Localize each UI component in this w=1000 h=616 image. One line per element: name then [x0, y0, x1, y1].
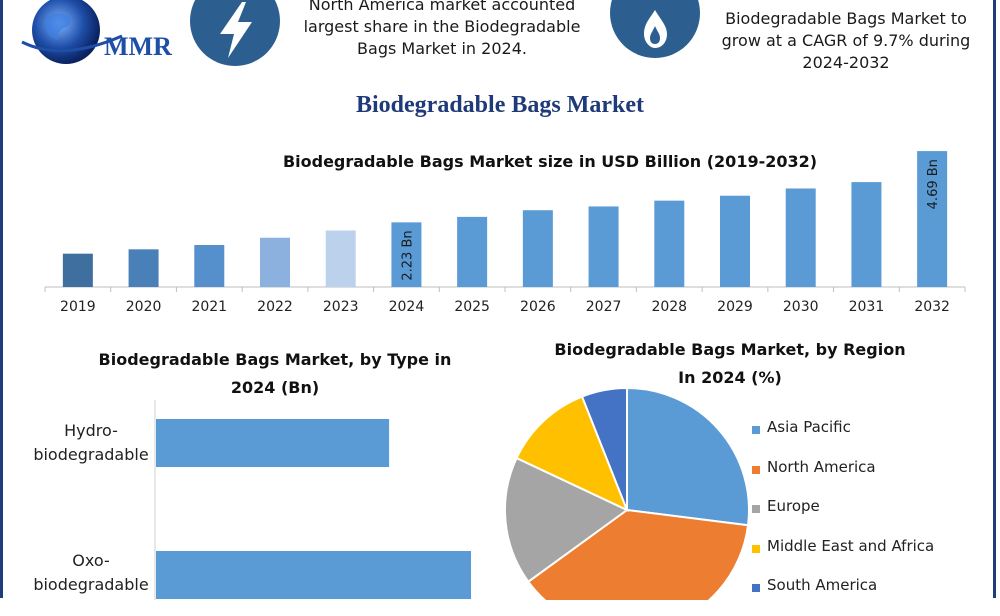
bar-chart-title: Biodegradable Bags Market size in USD Bi…: [282, 152, 818, 171]
legend-label: Asia Pacific: [767, 418, 851, 436]
market-size-bar-chart: 2019 2020 2021 2022 2023 2024 2.23 Bn 2025 2026 2…: [44, 151, 966, 315]
legend-label: Middle East and Africa: [767, 536, 935, 555]
type-category-label: Hydro- biodegradable: [26, 419, 156, 467]
mmr-logo: MMR: [18, 0, 183, 70]
stat-left-line: Bags Market in 2024.: [357, 39, 527, 58]
legend-swatch: [752, 465, 760, 474]
x-tick-label: 2024: [389, 299, 425, 315]
bar: [588, 206, 619, 287]
bar: [128, 249, 159, 287]
pie-slice: [526, 508, 750, 600]
bar: [391, 222, 422, 287]
bar: [785, 188, 816, 287]
flame-icon: [610, 0, 700, 58]
globe-icon: [21, 0, 123, 64]
stat-left-line: North America market accounted: [308, 0, 576, 14]
x-tick-label: 2020: [126, 299, 162, 315]
x-tick-label: 2027: [586, 299, 622, 315]
pie-slice: [515, 395, 629, 512]
x-tick-label: 2030: [783, 299, 819, 315]
x-tick-label: 2031: [849, 299, 885, 315]
x-tick-label: 2025: [454, 299, 490, 315]
type-category-label-line: biodegradable: [33, 445, 149, 464]
region-chart-title: Biodegradable Bags Market, by Region In …: [520, 336, 940, 392]
type-category-label-line: Hydro-: [64, 421, 118, 440]
logo-text: MMR: [104, 32, 172, 61]
data-label: 4.69 Bn: [926, 159, 941, 209]
pie-slice: [580, 386, 628, 511]
bar: [522, 210, 553, 287]
x-tick-label: 2026: [520, 299, 556, 315]
legend-swatch: [752, 426, 760, 434]
stat-right-line: Biodegradable Bags Market to: [725, 9, 967, 28]
bar: [260, 237, 290, 287]
bar: [917, 151, 948, 287]
region-chart-title-line: In 2024 (%): [678, 368, 782, 387]
type-chart-title-line: 2024 (Bn): [230, 378, 320, 397]
main-title: Biodegradable Bags Market: [356, 92, 644, 118]
stat-right: Biodegradable Bags Market to grow at a C…: [706, 8, 986, 74]
bar: [720, 195, 750, 287]
stat-left: North America market accounted largest s…: [292, 0, 592, 60]
bar: [325, 230, 356, 287]
type-category-label: Oxo- biodegradable: [26, 549, 156, 597]
bar: [62, 253, 93, 287]
legend-label: Europe: [767, 497, 820, 515]
legend-swatch: [752, 544, 760, 553]
bar: [851, 182, 882, 287]
pie-slice: [504, 456, 629, 584]
stat-right-line: grow at a CAGR of 9.7% during: [721, 31, 971, 50]
stat-left-line: largest share in the Biodegradable: [303, 17, 581, 36]
legend-swatch: [752, 505, 760, 513]
legend-label: North America: [767, 457, 876, 476]
x-tick-label: 2021: [191, 299, 227, 315]
type-category-label-line: biodegradable: [33, 575, 149, 594]
type-bar: [156, 551, 471, 599]
region-pie-chart: [504, 386, 750, 600]
x-tick-label: 2028: [651, 299, 687, 315]
x-tick-label: 2022: [257, 299, 293, 315]
stat-right-line: 2024-2032: [802, 53, 890, 72]
x-tick-label: 2032: [914, 299, 950, 315]
pie-slice: [626, 386, 750, 527]
bar: [194, 244, 225, 287]
legend-swatch: [752, 584, 760, 592]
page-frame: [0, 0, 996, 598]
lightning-bolt-icon: [190, 0, 280, 66]
type-chart-title-line: Biodegradable Bags Market, by Type in: [98, 350, 452, 369]
type-category-label-line: Oxo-: [72, 551, 110, 570]
type-bar-chart: [154, 400, 471, 600]
type-chart-title: Biodegradable Bags Market, by Type in 20…: [70, 346, 480, 402]
region-chart-title-line: Biodegradable Bags Market, by Region: [554, 340, 906, 359]
bar: [654, 200, 685, 287]
x-tick-label: 2019: [60, 299, 96, 315]
x-tick-label: 2029: [717, 299, 753, 315]
data-label: 2.23 Bn: [400, 230, 415, 280]
legend-label: South America: [767, 576, 878, 594]
type-bar: [156, 419, 390, 467]
x-tick-label: 2023: [323, 299, 359, 315]
bar: [457, 216, 488, 287]
